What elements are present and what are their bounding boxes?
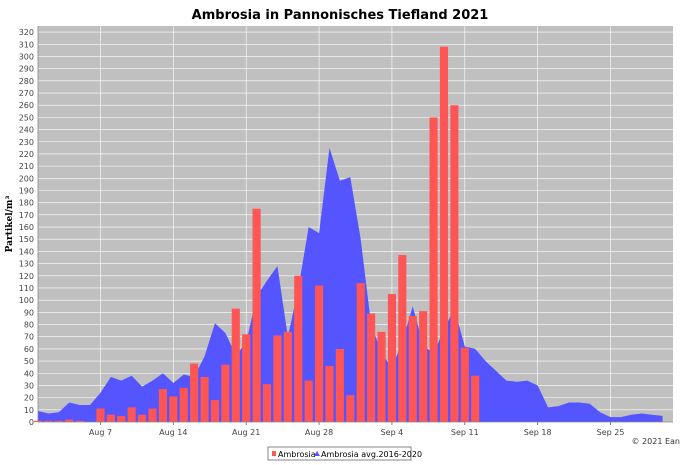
bar-series bbox=[33, 46, 480, 423]
avg-area-series bbox=[38, 147, 663, 422]
y-tick-label: 300 bbox=[19, 52, 34, 61]
bar bbox=[75, 420, 84, 422]
x-axis: Aug 7 Aug 14 Aug 21 Aug 28 Sep 4 Sep 11 Sep 18… bbox=[38, 421, 673, 437]
y-tick-label: 50 bbox=[24, 357, 34, 366]
legend-swatch-ambrosia bbox=[272, 451, 276, 456]
bar bbox=[200, 376, 209, 422]
bar bbox=[96, 408, 105, 422]
bar bbox=[210, 400, 220, 422]
bar bbox=[252, 208, 261, 422]
y-tick-label: 240 bbox=[19, 126, 34, 135]
y-tick-label: 180 bbox=[19, 199, 34, 208]
y-tick-label: 20 bbox=[24, 394, 34, 403]
bar bbox=[138, 414, 147, 422]
y-tick-label: 120 bbox=[19, 272, 34, 281]
bar bbox=[54, 420, 63, 422]
y-tick-label: 280 bbox=[19, 77, 34, 86]
bar bbox=[356, 283, 365, 422]
y-tick-label: 30 bbox=[24, 381, 34, 390]
bar bbox=[367, 313, 376, 422]
bar bbox=[283, 331, 292, 422]
bar bbox=[429, 117, 438, 422]
x-tick-label: Sep 25 bbox=[597, 428, 625, 437]
bar bbox=[231, 308, 240, 422]
y-tick-label: 0 bbox=[29, 418, 34, 427]
area-avg-2016-2020 bbox=[38, 147, 663, 422]
bar bbox=[221, 364, 230, 422]
y-tick-label: 160 bbox=[19, 223, 34, 232]
y-tick-label: 320 bbox=[19, 28, 34, 37]
y-tick-label: 10 bbox=[24, 406, 34, 415]
y-tick-label: 60 bbox=[24, 345, 34, 354]
bar bbox=[44, 420, 53, 422]
bar bbox=[460, 347, 469, 422]
y-tick-label: 90 bbox=[24, 308, 34, 317]
y-tick-label: 190 bbox=[19, 186, 34, 195]
x-tick-label: Sep 18 bbox=[524, 428, 552, 437]
y-tick-label: 220 bbox=[19, 150, 34, 159]
y-tick-label: 290 bbox=[19, 65, 34, 74]
credit-text: © 2021 Ean bbox=[632, 437, 680, 446]
y-tick-label: 200 bbox=[19, 174, 34, 183]
y-tick-label: 130 bbox=[19, 260, 34, 269]
bar bbox=[262, 384, 272, 422]
bar bbox=[419, 311, 428, 422]
y-tick-label: 100 bbox=[19, 296, 34, 305]
bar bbox=[315, 285, 324, 422]
bar bbox=[148, 408, 157, 422]
bar bbox=[158, 389, 167, 422]
y-tick-label: 110 bbox=[19, 284, 34, 293]
bar bbox=[294, 275, 303, 422]
y-tick-label: 260 bbox=[19, 101, 34, 110]
bar bbox=[65, 419, 74, 422]
x-tick-label: Aug 7 bbox=[89, 428, 112, 437]
chart-title: Ambrosia in Pannonisches Tiefland 2021 bbox=[192, 8, 489, 23]
legend-swatch-avg bbox=[314, 451, 320, 456]
y-tick-label: 210 bbox=[19, 162, 34, 171]
y-tick-label: 170 bbox=[19, 211, 34, 220]
y-tick-label: 310 bbox=[19, 40, 34, 49]
bar bbox=[408, 315, 417, 422]
bar bbox=[117, 415, 126, 422]
y-tick-label: 230 bbox=[19, 138, 34, 147]
bar bbox=[106, 414, 115, 422]
y-axis: 0 10 20 30 40 50 60 70 80 90 100 110 120 130 140 150 160… bbox=[19, 26, 39, 427]
y-tick-label: 270 bbox=[19, 89, 34, 98]
bar bbox=[273, 335, 282, 422]
bar bbox=[179, 387, 188, 422]
bar bbox=[450, 105, 459, 422]
y-tick-label: 80 bbox=[24, 321, 34, 330]
bar bbox=[335, 348, 344, 422]
legend-box bbox=[267, 446, 412, 461]
bar bbox=[304, 380, 313, 422]
y-tick-label: 140 bbox=[19, 247, 34, 256]
x-tick-label: Sep 11 bbox=[451, 428, 479, 437]
bar bbox=[346, 395, 355, 422]
legend: Ambrosia Ambrosia avg.2016-2020 bbox=[267, 446, 422, 461]
bar bbox=[439, 46, 449, 423]
bar bbox=[387, 294, 396, 422]
y-axis-label: Partikel/m³ bbox=[5, 196, 15, 253]
x-tick-label: Aug 21 bbox=[232, 428, 260, 437]
bar bbox=[242, 334, 251, 422]
y-tick-label: 150 bbox=[19, 235, 34, 244]
x-tick-label: Aug 28 bbox=[305, 428, 333, 437]
bar bbox=[169, 396, 178, 422]
y-tick-label: 250 bbox=[19, 113, 34, 122]
legend-label-ambrosia: Ambrosia bbox=[278, 450, 316, 459]
y-tick-label: 70 bbox=[24, 333, 34, 342]
x-tick-label: Sep 4 bbox=[381, 428, 404, 437]
bar bbox=[471, 375, 480, 422]
bar bbox=[190, 363, 199, 422]
bar bbox=[325, 365, 334, 422]
legend-label-avg: Ambrosia avg.2016-2020 bbox=[321, 450, 422, 459]
bar bbox=[377, 331, 386, 422]
x-tick-label: Aug 14 bbox=[159, 428, 187, 437]
bar bbox=[127, 407, 136, 422]
bar bbox=[398, 255, 407, 422]
y-tick-label: 40 bbox=[24, 369, 34, 378]
